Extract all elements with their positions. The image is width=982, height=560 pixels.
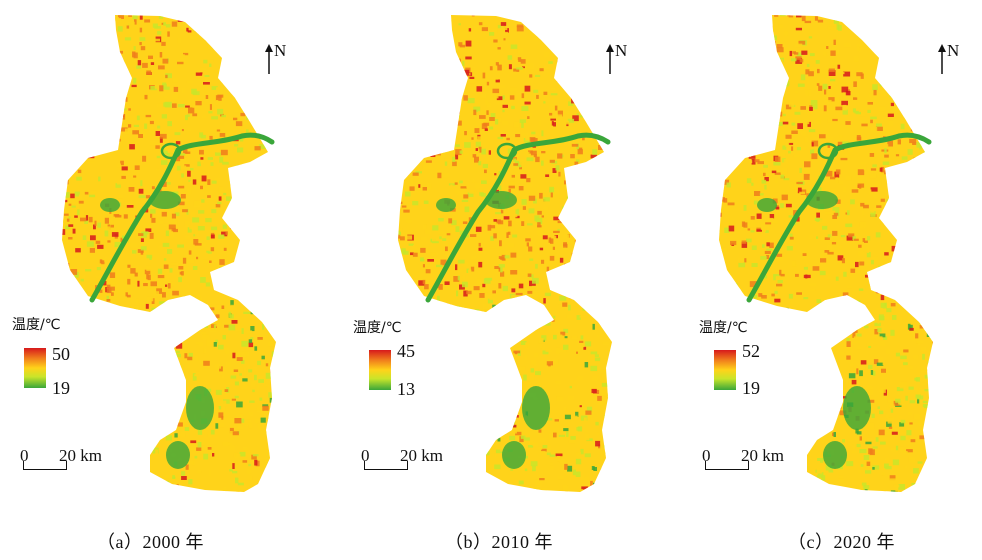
- cool-area: [502, 441, 526, 469]
- map-region-fill: [719, 15, 933, 492]
- legend-title: 温度/℃: [353, 320, 402, 336]
- map-panel-2000: N 温度/℃ 50 19 0 20 km （a）2000 年: [0, 0, 327, 560]
- temperature-map-2010: [398, 15, 612, 492]
- cool-area: [186, 386, 214, 430]
- legend-min: 19: [52, 378, 70, 398]
- scale-bar: [705, 461, 749, 470]
- legend-color-ramp: [714, 350, 736, 390]
- river-island: [160, 142, 182, 160]
- legend-max: 50: [52, 344, 70, 364]
- legend-min: 13: [397, 379, 415, 399]
- scale-distance: 20 km: [741, 446, 784, 465]
- legend-min: 19: [742, 378, 760, 398]
- scale-distance: 20 km: [59, 446, 102, 465]
- scale-distance: 20 km: [400, 446, 443, 465]
- river-island: [817, 142, 839, 160]
- legend-title: 温度/℃: [12, 317, 61, 333]
- cool-area: [166, 441, 190, 469]
- legend-title: 温度/℃: [699, 320, 748, 336]
- scale-bar: [23, 461, 67, 470]
- legend-max: 45: [397, 341, 415, 361]
- north-label: N: [947, 41, 960, 60]
- cool-area: [757, 198, 777, 212]
- river-island: [496, 142, 518, 160]
- scale-zero: 0: [361, 446, 370, 465]
- legend-max: 52: [742, 341, 760, 361]
- cool-area: [522, 386, 550, 430]
- temperature-map-2020: [719, 15, 933, 492]
- scale-zero: 0: [20, 446, 29, 465]
- river: [425, 132, 611, 303]
- scale-zero: 0: [702, 446, 711, 465]
- north-label: N: [274, 41, 287, 60]
- river: [746, 132, 932, 303]
- cool-area: [823, 441, 847, 469]
- cool-area: [843, 386, 871, 430]
- cool-area: [100, 198, 120, 212]
- caption-2020: （c）2020 年: [788, 532, 895, 552]
- scale-bar: [364, 461, 408, 470]
- map-panel-2020: N 温度/℃ 52 19 0 20 km （c）2020 年: [655, 0, 982, 560]
- legend-color-ramp: [369, 350, 391, 390]
- temperature-map-2000: [62, 15, 276, 492]
- legend-color-ramp: [24, 348, 46, 388]
- caption-2000: （a）2000 年: [97, 532, 204, 552]
- north-label: N: [615, 41, 628, 60]
- river: [89, 132, 275, 303]
- caption-2010: （b）2010 年: [445, 532, 553, 552]
- map-panel-2010: N 温度/℃ 45 13 0 20 km （b）2010 年: [340, 0, 667, 560]
- cool-area: [436, 198, 456, 212]
